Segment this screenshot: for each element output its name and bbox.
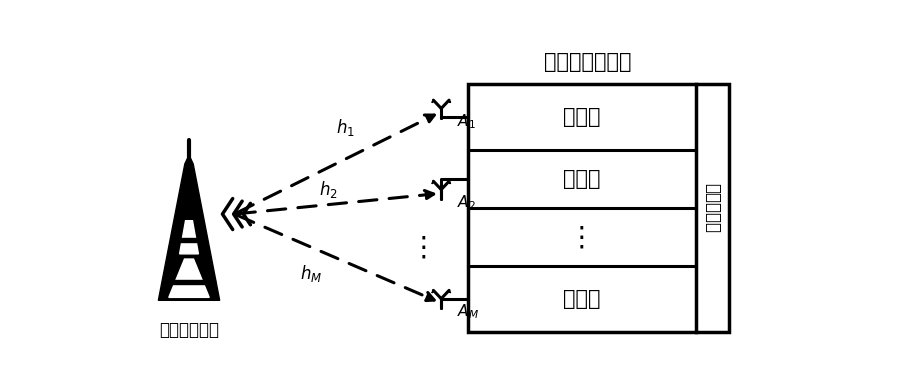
Polygon shape bbox=[158, 159, 219, 300]
Text: $A_1$: $A_1$ bbox=[457, 112, 476, 131]
Text: 主用户发射台: 主用户发射台 bbox=[159, 321, 219, 339]
Bar bbox=[467, 84, 729, 332]
Text: 过采样: 过采样 bbox=[563, 289, 601, 309]
Text: ⋮: ⋮ bbox=[568, 223, 596, 251]
Text: 次级用户接收机: 次级用户接收机 bbox=[544, 52, 632, 72]
Polygon shape bbox=[169, 259, 209, 297]
Polygon shape bbox=[449, 100, 450, 103]
Text: 过采样: 过采样 bbox=[563, 169, 601, 189]
Polygon shape bbox=[449, 181, 450, 184]
Text: 抽取、估计: 抽取、估计 bbox=[704, 183, 722, 233]
Text: 过采样: 过采样 bbox=[563, 107, 601, 127]
Text: $h_1$: $h_1$ bbox=[336, 116, 355, 137]
Text: $A_2$: $A_2$ bbox=[457, 193, 476, 212]
Polygon shape bbox=[432, 181, 434, 184]
Text: $h_2$: $h_2$ bbox=[319, 179, 338, 200]
Polygon shape bbox=[449, 290, 450, 293]
Text: $A_M$: $A_M$ bbox=[457, 302, 478, 321]
Text: ⋮: ⋮ bbox=[410, 234, 438, 262]
Polygon shape bbox=[432, 290, 434, 293]
Polygon shape bbox=[432, 100, 434, 103]
Text: $h_M$: $h_M$ bbox=[299, 262, 322, 283]
Polygon shape bbox=[180, 221, 199, 254]
